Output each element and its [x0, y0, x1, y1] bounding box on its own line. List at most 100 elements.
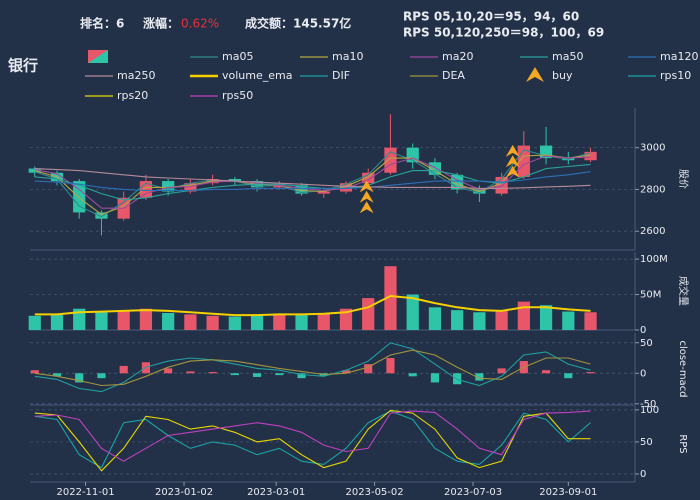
- volume-bar: [406, 294, 419, 330]
- chart-title: 银行: [8, 57, 38, 75]
- legend-label: ma50: [552, 50, 583, 63]
- legend-marker: [526, 67, 544, 82]
- macd-bar: [75, 373, 84, 383]
- volume-bar: [139, 308, 153, 330]
- macd-bar: [230, 373, 239, 376]
- legend-label: rps50: [222, 89, 253, 102]
- volume-bar: [28, 315, 41, 330]
- y-tick-label: 50: [640, 338, 653, 349]
- macd-bar: [564, 373, 573, 379]
- candle-body: [584, 151, 597, 161]
- candle-body: [28, 168, 41, 173]
- macd-bar: [297, 373, 306, 379]
- y-tick-label: 3000: [640, 143, 665, 154]
- candle-body: [184, 183, 197, 192]
- series-line: [34, 410, 591, 462]
- y-tick-label: -50: [640, 399, 656, 410]
- macd-bar: [475, 373, 484, 381]
- turnover: 成交额：145.57亿: [245, 16, 351, 31]
- x-tick-label: 2023-03-01: [247, 487, 305, 498]
- volume-bar: [73, 308, 86, 330]
- volume-bar: [228, 316, 241, 330]
- macd-bar: [119, 365, 128, 374]
- macd-bar: [252, 373, 262, 377]
- series-line: [34, 155, 591, 209]
- legend-label: ma20: [442, 50, 473, 63]
- volume-bar: [273, 313, 286, 330]
- legend-label: DEA: [442, 69, 465, 82]
- y-tick-label: 2800: [640, 184, 665, 195]
- x-tick-label: 2023-09-01: [539, 487, 597, 498]
- volume-bar: [95, 312, 108, 330]
- legend-label: volume_ema: [222, 69, 292, 82]
- candle-body: [228, 179, 241, 182]
- macd-bar: [164, 368, 173, 374]
- series-line: [34, 294, 591, 317]
- volume-bar: [317, 312, 330, 330]
- x-tick-label: 2023-05-02: [346, 487, 404, 498]
- candle-body: [295, 185, 308, 194]
- macd-bar: [52, 373, 62, 377]
- volume-bar: [362, 298, 375, 330]
- macd-bar: [386, 358, 395, 374]
- volume-bar: [473, 312, 486, 330]
- macd-bar: [97, 373, 106, 379]
- series-line: [34, 163, 591, 201]
- buy-marker: [505, 155, 520, 168]
- change-label: 涨幅：: [143, 16, 179, 31]
- volume-bar: [295, 314, 308, 330]
- series-line: [34, 168, 591, 189]
- candle-body: [317, 191, 330, 194]
- macd-bar: [275, 373, 284, 376]
- series-line: [34, 409, 591, 472]
- volume-bar: [562, 311, 575, 330]
- y-axis-label: RPS: [677, 434, 688, 453]
- y-tick-label: 100: [640, 405, 659, 416]
- y-tick-label: 2600: [640, 226, 665, 237]
- legend-label: ma120: [660, 50, 698, 63]
- change: 0.62%: [181, 17, 219, 31]
- candle-body: [339, 183, 353, 192]
- series-line: [34, 342, 591, 393]
- candle-body: [362, 172, 375, 184]
- volume-bar: [184, 314, 197, 330]
- macd-bar: [341, 370, 351, 374]
- buy-marker: [359, 180, 374, 193]
- volume-bar: [428, 307, 442, 330]
- legend-label: rps20: [117, 89, 148, 102]
- legend-label: DIF: [332, 69, 350, 82]
- x-tick-label: 2023-07-03: [444, 487, 502, 498]
- series-line: [34, 410, 591, 469]
- series-line: [34, 154, 591, 216]
- volume-bar: [495, 310, 508, 330]
- volume-bar: [50, 314, 64, 330]
- volume-bar: [117, 310, 130, 330]
- macd-bar: [186, 371, 195, 374]
- rank: 排名：6: [80, 16, 124, 31]
- buy-marker: [359, 190, 374, 203]
- macd-bar: [542, 370, 551, 374]
- volume-bar: [451, 310, 464, 330]
- candle-body: [95, 212, 108, 219]
- volume-bar: [206, 315, 219, 330]
- legend-label: rps10: [660, 69, 691, 82]
- y-tick-label: 0: [640, 469, 646, 480]
- macd-bar: [430, 373, 439, 383]
- macd-bar: [408, 373, 417, 377]
- x-tick-label: 2022-11-01: [57, 487, 115, 498]
- volume-bar: [250, 315, 264, 330]
- y-tick-label: 0: [640, 368, 646, 379]
- buy-marker: [505, 144, 520, 157]
- volume-bar: [584, 312, 597, 330]
- volume-bar: [517, 301, 530, 330]
- macd-bar: [30, 370, 39, 374]
- series-line: [34, 349, 591, 387]
- candle-body: [273, 185, 286, 188]
- macd-bar: [586, 372, 595, 374]
- y-axis-label: close-macd: [677, 340, 688, 397]
- y-tick-label: 50: [640, 437, 653, 448]
- candle-body: [162, 181, 175, 192]
- buy-marker: [505, 165, 520, 178]
- legend-label: ma250: [117, 69, 155, 82]
